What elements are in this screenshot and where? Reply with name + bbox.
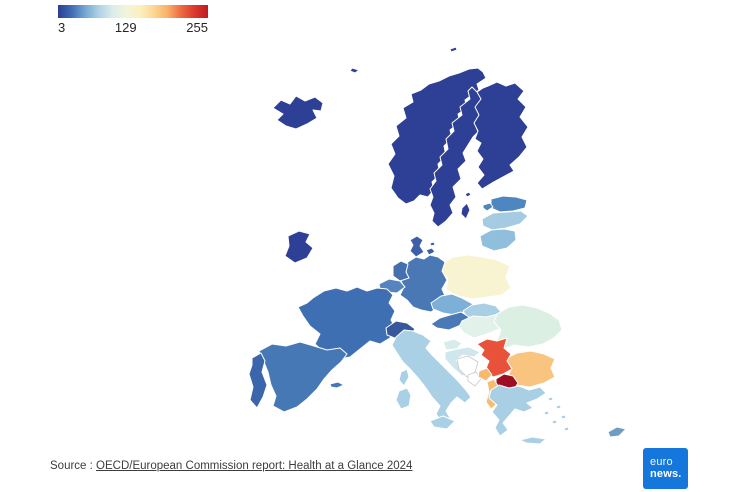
svalbard-speck bbox=[449, 46, 458, 53]
legend-gradient-bar bbox=[58, 5, 208, 18]
legend-min-label: 3 bbox=[58, 20, 66, 35]
country-cyprus[interactable] bbox=[607, 426, 627, 438]
country-estonia[interactable] bbox=[482, 195, 528, 213]
crete-island bbox=[519, 436, 547, 445]
country-denmark[interactable] bbox=[409, 235, 436, 258]
country-romania[interactable] bbox=[493, 304, 563, 350]
country-italy[interactable] bbox=[391, 329, 472, 430]
legend-max-label: 255 bbox=[186, 20, 208, 35]
source-prefix: Source : bbox=[50, 460, 97, 472]
country-spain[interactable] bbox=[258, 341, 348, 413]
balearic-islands bbox=[329, 381, 345, 389]
country-lithuania[interactable] bbox=[479, 228, 517, 252]
saaremaa-island bbox=[482, 202, 494, 212]
euronews-logo-line2: news. bbox=[650, 467, 682, 480]
country-slovenia[interactable] bbox=[442, 338, 463, 351]
country-sweden[interactable] bbox=[429, 86, 484, 228]
sicily-island bbox=[429, 415, 456, 430]
country-france[interactable] bbox=[297, 286, 397, 360]
country-serbia[interactable] bbox=[476, 337, 513, 378]
euronews-logo-line1: euro bbox=[650, 455, 673, 468]
source-attribution: Source : OECD/European Commission report… bbox=[50, 460, 412, 472]
country-netherlands[interactable] bbox=[392, 260, 410, 282]
country-latvia[interactable] bbox=[481, 210, 529, 231]
euronews-logo[interactable]: euro news. bbox=[643, 448, 688, 489]
legend-mid-label: 129 bbox=[114, 20, 137, 35]
country-greece[interactable] bbox=[488, 384, 570, 445]
country-iceland[interactable] bbox=[272, 95, 324, 130]
country-kosovo[interactable] bbox=[477, 367, 493, 382]
country-poland[interactable] bbox=[440, 254, 512, 300]
country-finland[interactable] bbox=[464, 81, 529, 198]
aland-speck bbox=[464, 191, 472, 198]
faroe-islands-speck bbox=[349, 67, 360, 74]
corsica-island bbox=[398, 368, 410, 387]
color-legend: 3 129 255 bbox=[58, 5, 208, 34]
sardinia-island bbox=[395, 387, 412, 410]
legend-labels: 3 129 255 bbox=[58, 21, 208, 34]
source-link[interactable]: OECD/European Commission report: Health … bbox=[96, 460, 413, 472]
country-ireland[interactable] bbox=[284, 230, 314, 264]
country-croatia[interactable] bbox=[444, 346, 481, 377]
country-portugal[interactable] bbox=[248, 352, 268, 409]
gotland-island bbox=[460, 202, 471, 220]
